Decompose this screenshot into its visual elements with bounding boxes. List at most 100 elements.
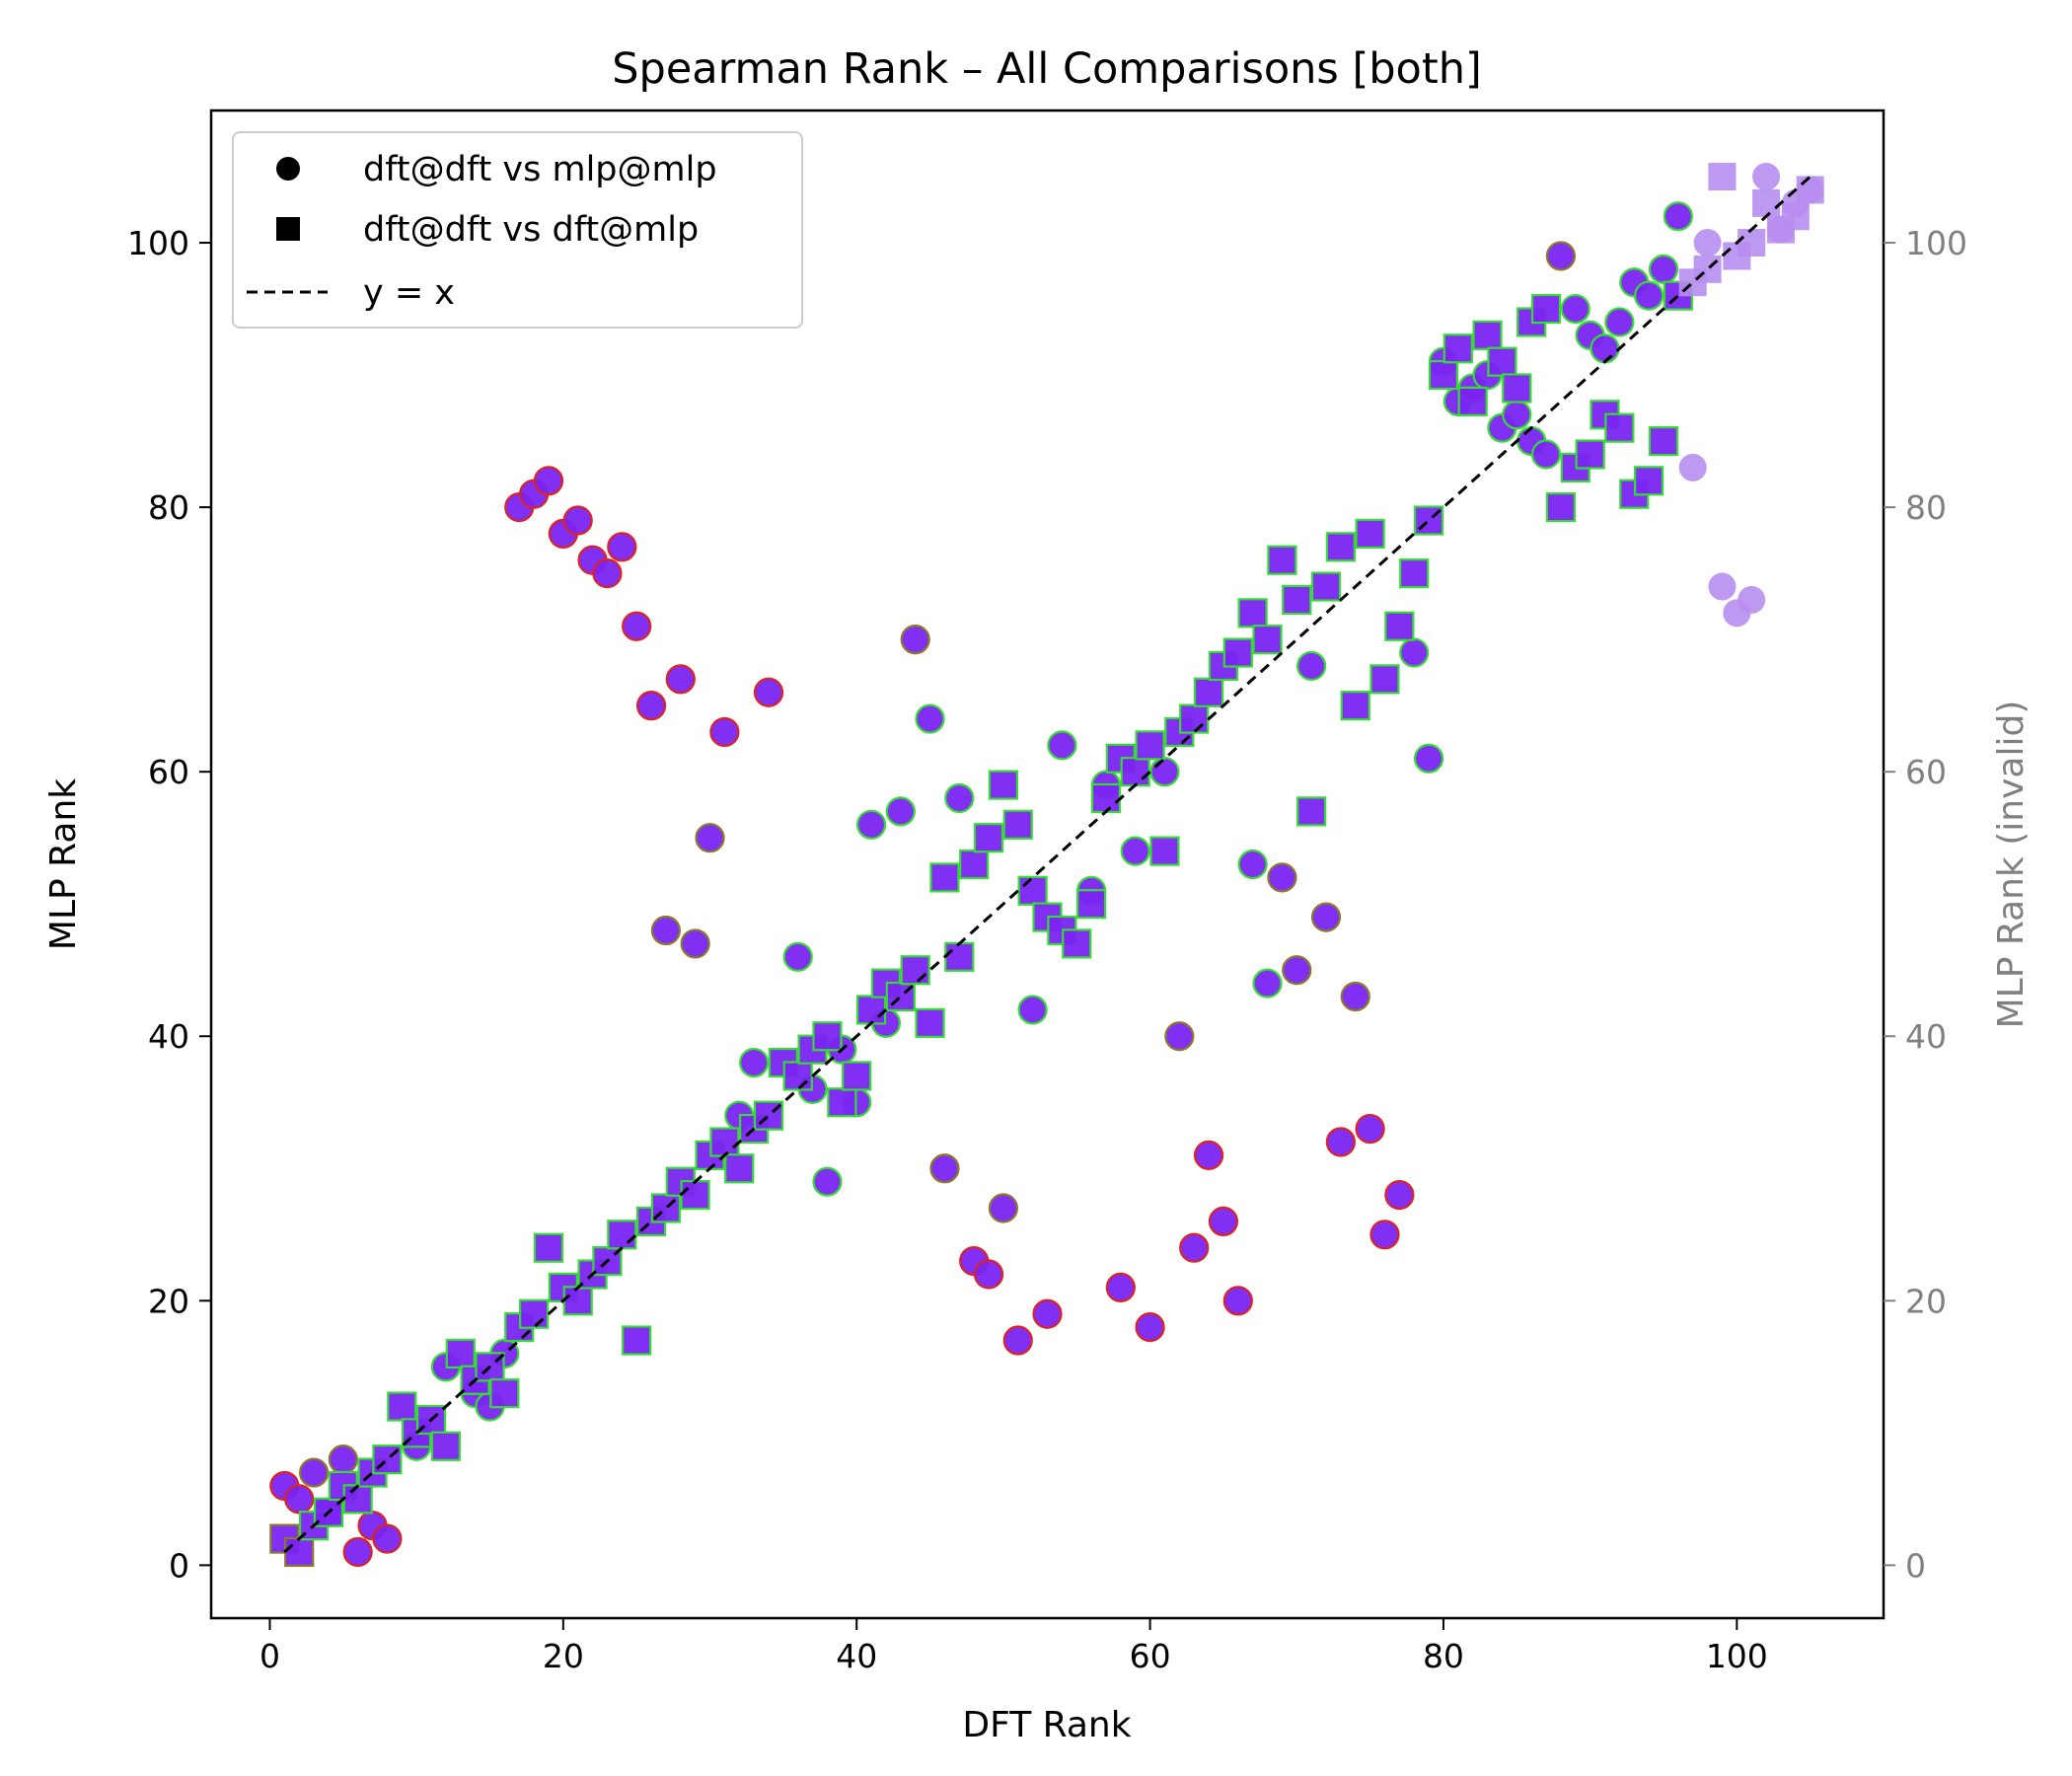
circle-point <box>1237 849 1268 880</box>
square-point <box>1738 229 1766 258</box>
circle-point <box>812 1166 843 1197</box>
y-tick-label: 0 <box>169 1546 189 1585</box>
square-point <box>753 1100 784 1131</box>
circle-point <box>900 625 930 655</box>
circle-point <box>298 1457 330 1488</box>
circle-point <box>592 558 623 589</box>
circle-point <box>1663 201 1693 232</box>
square-point <box>1796 176 1824 204</box>
circle-point <box>1164 1021 1195 1052</box>
circle-point <box>1693 229 1722 258</box>
circle-point <box>1267 862 1297 893</box>
x-tick-label: 100 <box>1706 1637 1768 1675</box>
circle-point <box>929 1153 960 1184</box>
x-tick-label: 60 <box>1130 1637 1171 1675</box>
square-point <box>1193 677 1224 707</box>
legend-frame <box>232 131 803 329</box>
y-axis-label: MLP Rank <box>43 778 84 950</box>
y-tick-label: 40 <box>148 1017 189 1056</box>
square-point <box>1604 412 1635 443</box>
square-point <box>430 1431 461 1461</box>
legend-label-square: dft@dft vs dft@mlp <box>363 210 699 250</box>
square-point <box>929 862 960 893</box>
square-point <box>284 1536 315 1568</box>
circle-point <box>622 611 652 641</box>
circle-point <box>1560 293 1591 325</box>
circle-point <box>533 466 564 496</box>
square-point <box>1325 532 1356 562</box>
circle-point <box>342 1536 373 1568</box>
square-point <box>1781 202 1810 231</box>
circle-point <box>1604 307 1635 337</box>
circle-point <box>1678 453 1707 481</box>
square-point <box>988 770 1018 800</box>
square-point <box>1310 571 1342 602</box>
square-point <box>827 1087 857 1118</box>
square-point <box>1355 518 1385 550</box>
right-axis-label: MLP Rank (invalid) <box>1991 701 2032 1029</box>
square-point <box>1530 293 1562 325</box>
square-point <box>959 849 990 880</box>
circle-point <box>1545 241 1576 271</box>
square-point <box>1399 558 1430 589</box>
circle-point <box>1032 1298 1063 1329</box>
right-tick-label: 40 <box>1905 1017 1947 1056</box>
circle-point <box>372 1523 403 1554</box>
right-tick-label: 20 <box>1905 1282 1947 1320</box>
circle-point <box>1752 163 1781 191</box>
square-point <box>1575 439 1605 470</box>
circle-point <box>1252 968 1283 999</box>
square-point <box>387 1391 417 1422</box>
square-point <box>1384 611 1415 641</box>
circle-point <box>739 1047 770 1078</box>
circle-point <box>1149 757 1180 787</box>
square-point <box>1545 492 1576 523</box>
y-tick-label: 20 <box>148 1282 189 1320</box>
circle-point <box>753 677 784 707</box>
y-tick-label: 60 <box>148 753 189 791</box>
circle-point <box>1384 1179 1415 1211</box>
circle-point <box>1325 1127 1356 1157</box>
square-point <box>1428 359 1459 391</box>
square-point <box>709 1127 740 1157</box>
square-point <box>1634 466 1665 496</box>
circle-point <box>1502 400 1532 430</box>
square-point <box>1457 386 1488 416</box>
circle-point <box>915 703 945 734</box>
x-tick-label: 0 <box>259 1637 280 1675</box>
circle-point <box>1530 439 1562 470</box>
square-point <box>445 1338 476 1369</box>
circle-point <box>1282 955 1312 986</box>
square-point <box>622 1325 652 1356</box>
right-tick-label: 80 <box>1905 488 1947 527</box>
right-tick-label: 0 <box>1905 1546 1926 1585</box>
y-tick-label: 80 <box>148 488 189 527</box>
circle-point <box>1135 1312 1165 1343</box>
square-point <box>1237 598 1268 629</box>
circle-point <box>1648 254 1679 284</box>
circle-point <box>988 1193 1018 1223</box>
x-tick-label: 80 <box>1423 1637 1464 1675</box>
circle-point <box>1413 743 1444 774</box>
circle-point <box>1222 1286 1253 1316</box>
circle-point <box>680 928 710 959</box>
circle-point <box>1179 1232 1210 1263</box>
square-point <box>855 995 887 1025</box>
circle-point <box>665 664 696 695</box>
circle-point <box>709 716 740 748</box>
points-layer <box>269 163 1824 1568</box>
legend: dft@dft vs mlp@mlp dft@dft vs dft@mlp y … <box>232 131 803 329</box>
square-point <box>1472 320 1503 350</box>
circle-point <box>944 782 975 814</box>
square-point <box>973 823 1004 853</box>
circle-point <box>973 1259 1004 1290</box>
right-axis-ticks: 0 20 40 60 80 100 <box>1884 224 1967 1585</box>
square-point <box>1076 889 1107 920</box>
square-point <box>1752 188 1781 217</box>
x-tick-label: 20 <box>543 1637 584 1675</box>
square-point <box>1487 346 1517 377</box>
x-axis-ticks: 0 20 40 60 80 100 <box>259 1618 1768 1675</box>
square-point <box>1502 373 1532 404</box>
circle-point <box>1310 902 1342 932</box>
right-tick-label: 100 <box>1905 224 1967 262</box>
